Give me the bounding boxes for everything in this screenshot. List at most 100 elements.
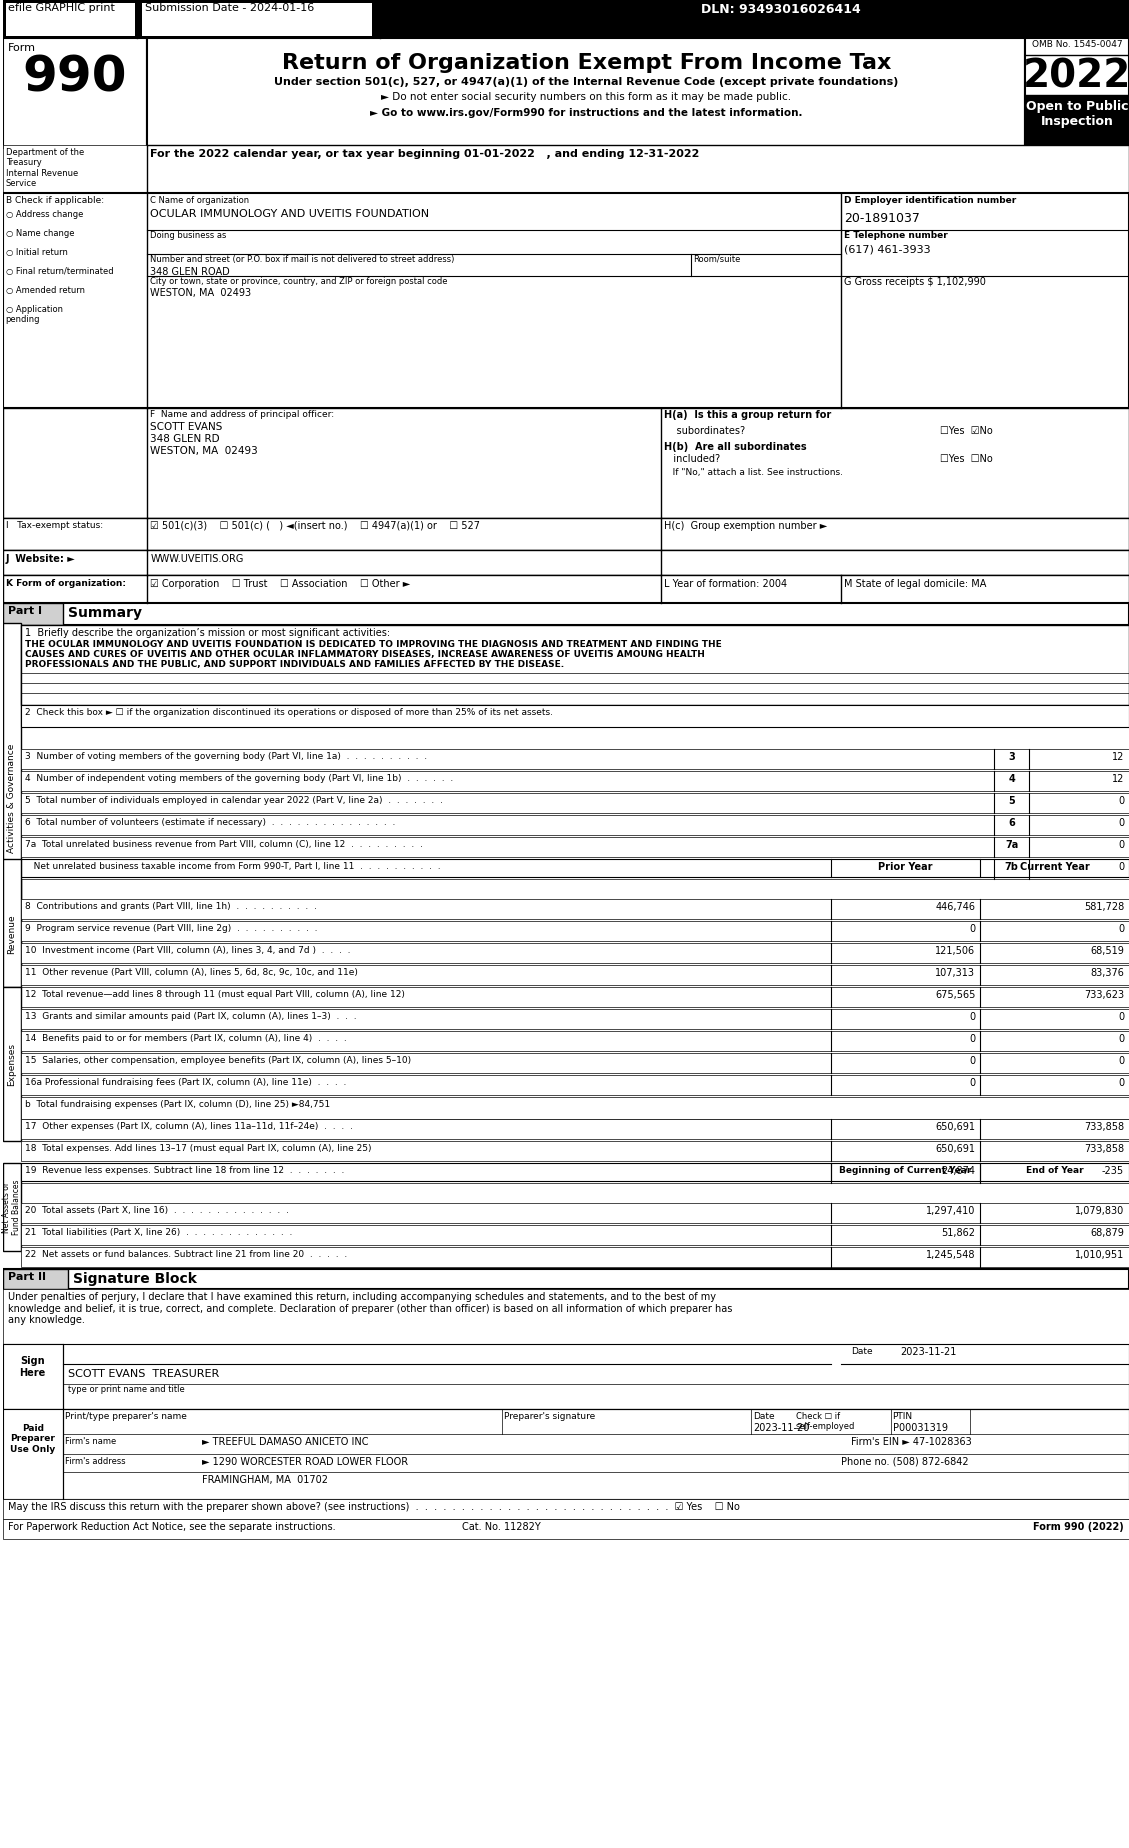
Bar	[20, 1098, 1129, 1120]
Text: 4: 4	[1008, 774, 1015, 784]
Bar	[2, 1343, 62, 1408]
Text: ☑ Corporation    ☐ Trust    ☐ Association    ☐ Other ►: ☑ Corporation ☐ Trust ☐ Association ☐ Ot…	[150, 578, 411, 590]
Text: 581,728: 581,728	[1084, 902, 1124, 913]
Bar	[2, 0, 1129, 39]
Bar	[20, 1225, 1129, 1246]
Bar	[2, 987, 20, 1140]
Text: ☐Yes  ☐No: ☐Yes ☐No	[940, 455, 994, 464]
Text: Firm's address: Firm's address	[64, 1456, 125, 1465]
Text: ○ Amended return: ○ Amended return	[6, 286, 85, 296]
Text: M State of legal domicile: MA: M State of legal domicile: MA	[843, 578, 986, 590]
Text: 7b: 7b	[1005, 861, 1018, 872]
Text: WESTON, MA  02493: WESTON, MA 02493	[150, 445, 259, 456]
Text: ☑ 501(c)(3)    ☐ 501(c) (   ) ◄(insert no.)    ☐ 4947(a)(1) or    ☐ 527: ☑ 501(c)(3) ☐ 501(c) ( ) ◄(insert no.) ☐…	[150, 521, 480, 530]
Text: 0: 0	[1118, 861, 1124, 872]
Text: THE OCULAR IMMUNOLOGY AND UVEITIS FOUNDATION IS DEDICATED TO IMPROVING THE DIAGN: THE OCULAR IMMUNOLOGY AND UVEITIS FOUNDA…	[25, 639, 721, 649]
Bar	[2, 602, 62, 625]
Text: Return of Organization Exempt From Income Tax: Return of Organization Exempt From Incom…	[281, 54, 891, 74]
Text: included?: included?	[664, 455, 720, 464]
Text: 0: 0	[970, 1077, 975, 1088]
Bar	[2, 859, 20, 987]
Text: 0: 0	[1118, 924, 1124, 933]
Text: 0: 0	[1118, 841, 1124, 850]
Text: Signature Block: Signature Block	[72, 1271, 196, 1286]
Text: 650,691: 650,691	[935, 1144, 975, 1153]
Bar	[2, 1162, 20, 1251]
Text: 1,079,830: 1,079,830	[1075, 1207, 1124, 1216]
Bar	[20, 942, 1129, 963]
Text: 18  Total expenses. Add lines 13–17 (must equal Part IX, column (A), line 25): 18 Total expenses. Add lines 13–17 (must…	[25, 1144, 371, 1153]
Text: 16a Professional fundraising fees (Part IX, column (A), line 11e)  .  .  .  .: 16a Professional fundraising fees (Part …	[25, 1077, 347, 1087]
Bar	[2, 408, 1129, 517]
Text: May the IRS discuss this return with the preparer shown above? (see instructions: May the IRS discuss this return with the…	[8, 1502, 739, 1512]
Text: ○ Application
pending: ○ Application pending	[6, 305, 63, 325]
Bar	[2, 144, 148, 192]
Text: 121,506: 121,506	[935, 946, 975, 955]
Text: Cat. No. 11282Y: Cat. No. 11282Y	[462, 1523, 541, 1532]
Text: 348 GLEN RD: 348 GLEN RD	[150, 434, 220, 444]
Text: 14  Benefits paid to or for members (Part IX, column (A), line 4)  .  .  .  .: 14 Benefits paid to or for members (Part…	[25, 1035, 347, 1042]
Text: Date: Date	[753, 1412, 774, 1421]
Bar	[2, 575, 1129, 602]
Bar	[2, 1519, 1129, 1539]
Text: Phone no. (508) 872-6842: Phone no. (508) 872-6842	[841, 1456, 969, 1467]
Text: 20  Total assets (Part X, line 16)  .  .  .  .  .  .  .  .  .  .  .  .  .  .: 20 Total assets (Part X, line 16) . . . …	[25, 1207, 289, 1214]
Text: City or town, state or province, country, and ZIP or foreign postal code: City or town, state or province, country…	[150, 277, 448, 286]
Text: 1,010,951: 1,010,951	[1075, 1249, 1124, 1260]
Text: 12: 12	[1112, 774, 1124, 784]
Text: G Gross receipts $ 1,102,990: G Gross receipts $ 1,102,990	[843, 277, 986, 286]
Text: Activities & Governance: Activities & Governance	[7, 743, 16, 852]
Bar	[20, 987, 1129, 1007]
Text: Form 990 (2022): Form 990 (2022)	[1033, 1523, 1124, 1532]
Bar	[20, 859, 1129, 878]
Text: C Name of organization: C Name of organization	[150, 196, 250, 205]
Text: 2023-11-21: 2023-11-21	[901, 1347, 957, 1356]
Bar	[20, 793, 1129, 813]
Text: Part I: Part I	[8, 606, 42, 615]
Text: 0: 0	[1118, 1077, 1124, 1088]
Text: 12: 12	[1112, 752, 1124, 761]
Text: Firm's name: Firm's name	[64, 1438, 116, 1445]
Text: 733,858: 733,858	[1084, 1144, 1124, 1153]
Text: Date: Date	[850, 1347, 873, 1356]
Text: SCOTT EVANS  TREASURER: SCOTT EVANS TREASURER	[68, 1369, 219, 1379]
Text: For Paperwork Reduction Act Notice, see the separate instructions.: For Paperwork Reduction Act Notice, see …	[8, 1523, 335, 1532]
Bar	[20, 920, 1129, 941]
Bar	[20, 1162, 1129, 1181]
Text: H(c)  Group exemption number ►: H(c) Group exemption number ►	[664, 521, 828, 530]
Text: ► Go to www.irs.gov/Form990 for instructions and the latest information.: ► Go to www.irs.gov/Form990 for instruct…	[370, 107, 803, 118]
Text: End of Year: End of Year	[1026, 1166, 1084, 1175]
Bar	[20, 965, 1129, 985]
Text: 15  Salaries, other compensation, employee benefits (Part IX, column (A), lines : 15 Salaries, other compensation, employe…	[25, 1055, 411, 1064]
Text: Under penalties of perjury, I declare that I have examined this return, includin: Under penalties of perjury, I declare th…	[8, 1292, 732, 1325]
Text: E Telephone number: E Telephone number	[843, 231, 947, 240]
Text: 19  Revenue less expenses. Subtract line 18 from line 12  .  .  .  .  .  .  .: 19 Revenue less expenses. Subtract line …	[25, 1166, 344, 1175]
Bar	[2, 623, 20, 978]
Text: 6  Total number of volunteers (estimate if necessary)  .  .  .  .  .  .  .  .  .: 6 Total number of volunteers (estimate i…	[25, 819, 395, 828]
Text: 5  Total number of individuals employed in calendar year 2022 (Part V, line 2a) : 5 Total number of individuals employed i…	[25, 796, 443, 806]
Text: efile GRAPHIC print: efile GRAPHIC print	[8, 4, 114, 13]
Text: Paid
Preparer
Use Only: Paid Preparer Use Only	[10, 1425, 55, 1454]
Text: 12  Total revenue—add lines 8 through 11 (must equal Part VIII, column (A), line: 12 Total revenue—add lines 8 through 11 …	[25, 991, 404, 1000]
Text: 733,858: 733,858	[1084, 1122, 1124, 1133]
Text: Prior Year: Prior Year	[878, 861, 933, 872]
Text: I   Tax-exempt status:: I Tax-exempt status:	[6, 521, 103, 530]
Text: 2  Check this box ► ☐ if the organization discontinued its operations or dispose: 2 Check this box ► ☐ if the organization…	[25, 708, 553, 717]
Text: 2022: 2022	[1023, 57, 1129, 96]
Text: Doing business as: Doing business as	[150, 231, 227, 240]
Bar	[20, 704, 1129, 726]
Bar	[20, 815, 1129, 835]
Bar	[2, 39, 148, 148]
Text: 51,862: 51,862	[942, 1229, 975, 1238]
Text: -235: -235	[1102, 1166, 1124, 1175]
Bar	[142, 4, 371, 35]
Text: 17  Other expenses (Part IX, column (A), lines 11a–11d, 11f–24e)  .  .  .  .: 17 Other expenses (Part IX, column (A), …	[25, 1122, 352, 1131]
Bar	[20, 1203, 1129, 1223]
Text: 22  Net assets or fund balances. Subtract line 21 from line 20  .  .  .  .  .: 22 Net assets or fund balances. Subtract…	[25, 1249, 347, 1258]
Bar	[20, 1076, 1129, 1096]
Text: Department of the
Treasury
Internal Revenue
Service: Department of the Treasury Internal Reve…	[6, 148, 84, 188]
Text: 0: 0	[1118, 819, 1124, 828]
Text: Revenue: Revenue	[7, 915, 16, 954]
Text: H(a)  Is this a group return for: H(a) Is this a group return for	[664, 410, 831, 419]
Text: ☐Yes  ☑No: ☐Yes ☑No	[940, 427, 994, 436]
